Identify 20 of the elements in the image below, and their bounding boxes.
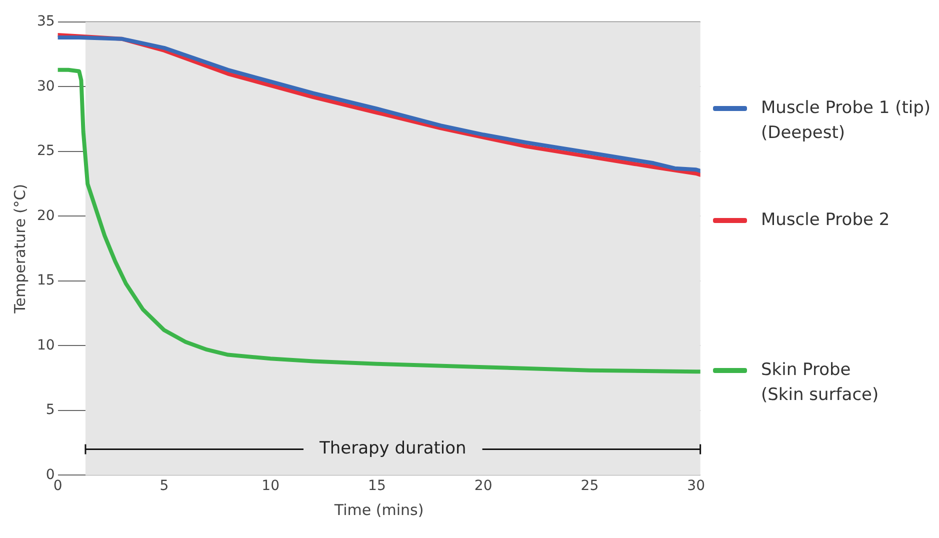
band-label: Therapy duration — [318, 438, 466, 459]
x-tick-label: 20 — [474, 478, 492, 494]
legend-label: Muscle Probe 1 (tip) (Deepest) — [761, 97, 931, 145]
y-axis-title: Temperature (°C) — [10, 184, 29, 314]
x-tick-label: 5 — [160, 478, 169, 494]
x-tick-label: 15 — [368, 478, 386, 494]
y-tick-label: 10 — [36, 337, 55, 354]
x-tick-label: 10 — [262, 478, 280, 494]
x-tick-label: 25 — [580, 478, 599, 494]
y-tick-label: 5 — [46, 402, 55, 418]
y-tick-label: 30 — [36, 78, 55, 94]
y-tick-label: 0 — [46, 466, 55, 483]
y-tick-label: 35 — [36, 14, 55, 30]
y-tick-label: 25 — [36, 143, 55, 160]
y-tick-label: 15 — [36, 272, 55, 289]
x-axis-title: Time (mins) — [333, 500, 424, 519]
y-tick-label: 20 — [36, 208, 55, 224]
legend-label: Muscle Probe 2 — [761, 209, 890, 232]
legend-label: Skin Probe (Skin surface) — [761, 359, 879, 407]
x-tick-label: 30 — [687, 478, 705, 494]
